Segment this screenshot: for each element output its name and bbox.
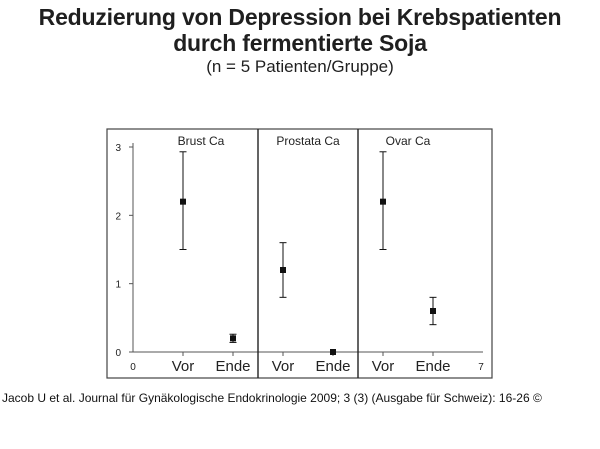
x-category-label: Ende [315,358,350,375]
x-category-label: Vor [372,358,395,375]
citation: Jacob U et al. Journal für Gynäkologisch… [2,391,542,405]
x-end-label-end: 7 [478,362,484,373]
y-tick-label: 2 [115,211,121,222]
x-category-label: Vor [172,358,195,375]
data-point [330,349,336,355]
data-point [380,198,386,205]
group-label: Ovar Ca [386,134,431,148]
y-tick-label: 3 [115,143,121,154]
y-tick-label: 0 [115,348,121,359]
data-point [430,308,436,314]
data-point [230,335,236,342]
data-point [280,267,286,273]
title-block: Reduzierung von Depression bei Krebspati… [0,4,600,77]
title-line-2: durch fermentierte Soja [173,30,427,56]
x-category-label: Ende [415,358,450,375]
title-line-1: Reduzierung von Depression bei Krebspati… [38,4,562,30]
x-end-label-start: 0 [130,362,136,373]
chart-frame [106,128,493,379]
subtitle: (n = 5 Patienten/Gruppe) [206,57,394,76]
x-category-label: Ende [215,358,250,375]
group-label: Brust Ca [178,134,225,148]
y-tick-label: 1 [115,280,121,291]
x-category-label: Vor [272,358,295,375]
group-label: Prostata Ca [276,134,340,148]
data-point [180,198,186,205]
